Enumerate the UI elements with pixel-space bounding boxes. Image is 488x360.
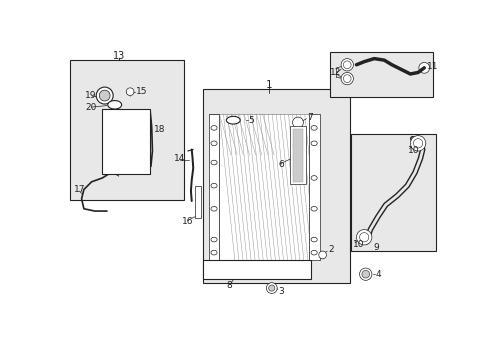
Ellipse shape	[210, 250, 217, 255]
Circle shape	[126, 88, 134, 95]
Circle shape	[99, 90, 110, 101]
Bar	[219, 114, 308, 260]
Text: 20: 20	[85, 103, 97, 112]
Ellipse shape	[107, 100, 122, 109]
Ellipse shape	[210, 183, 217, 188]
Text: 3: 3	[277, 287, 283, 296]
Circle shape	[361, 270, 369, 278]
Bar	[102, 109, 150, 174]
Circle shape	[359, 233, 368, 242]
Ellipse shape	[310, 250, 317, 255]
Ellipse shape	[310, 126, 317, 130]
Text: 4: 4	[375, 270, 381, 279]
Text: 1: 1	[265, 80, 271, 90]
Bar	[208, 114, 219, 260]
Text: 16: 16	[182, 217, 193, 226]
Circle shape	[96, 87, 113, 104]
Circle shape	[409, 136, 425, 151]
Bar	[70, 60, 183, 200]
Circle shape	[266, 283, 277, 293]
Ellipse shape	[210, 237, 217, 242]
Text: 19: 19	[85, 91, 97, 100]
Ellipse shape	[310, 141, 317, 145]
Circle shape	[359, 268, 371, 280]
Bar	[292, 129, 303, 182]
Circle shape	[418, 62, 429, 73]
Circle shape	[413, 139, 422, 148]
Circle shape	[356, 230, 371, 245]
Bar	[194, 186, 201, 218]
Circle shape	[268, 285, 274, 291]
Text: 14: 14	[174, 154, 185, 163]
Ellipse shape	[310, 176, 317, 180]
Ellipse shape	[210, 206, 217, 211]
Bar	[329, 53, 432, 97]
Circle shape	[292, 117, 303, 128]
Text: 10: 10	[353, 240, 364, 249]
Text: 10: 10	[407, 147, 419, 156]
Ellipse shape	[310, 206, 317, 211]
Text: 7: 7	[306, 113, 312, 122]
Text: 5: 5	[248, 116, 254, 125]
Circle shape	[341, 59, 353, 71]
Bar	[290, 126, 305, 184]
Text: 18: 18	[154, 125, 165, 134]
Ellipse shape	[310, 237, 317, 242]
Text: 9: 9	[373, 243, 379, 252]
Ellipse shape	[210, 126, 217, 130]
Text: 2: 2	[327, 245, 333, 254]
Bar	[350, 134, 435, 251]
Ellipse shape	[226, 116, 240, 124]
Circle shape	[343, 61, 350, 69]
Ellipse shape	[210, 160, 217, 165]
Bar	[203, 89, 349, 283]
Text: 12: 12	[329, 68, 341, 77]
Bar	[203, 260, 310, 279]
Text: 15: 15	[136, 87, 147, 96]
Circle shape	[318, 251, 326, 259]
Bar	[308, 114, 319, 260]
Text: 6: 6	[277, 160, 283, 169]
Text: 11: 11	[427, 62, 438, 71]
Text: 17: 17	[74, 185, 85, 194]
Text: 8: 8	[226, 281, 232, 290]
Text: 13: 13	[113, 50, 125, 60]
Ellipse shape	[210, 141, 217, 145]
Circle shape	[341, 72, 353, 85]
Circle shape	[343, 75, 350, 82]
